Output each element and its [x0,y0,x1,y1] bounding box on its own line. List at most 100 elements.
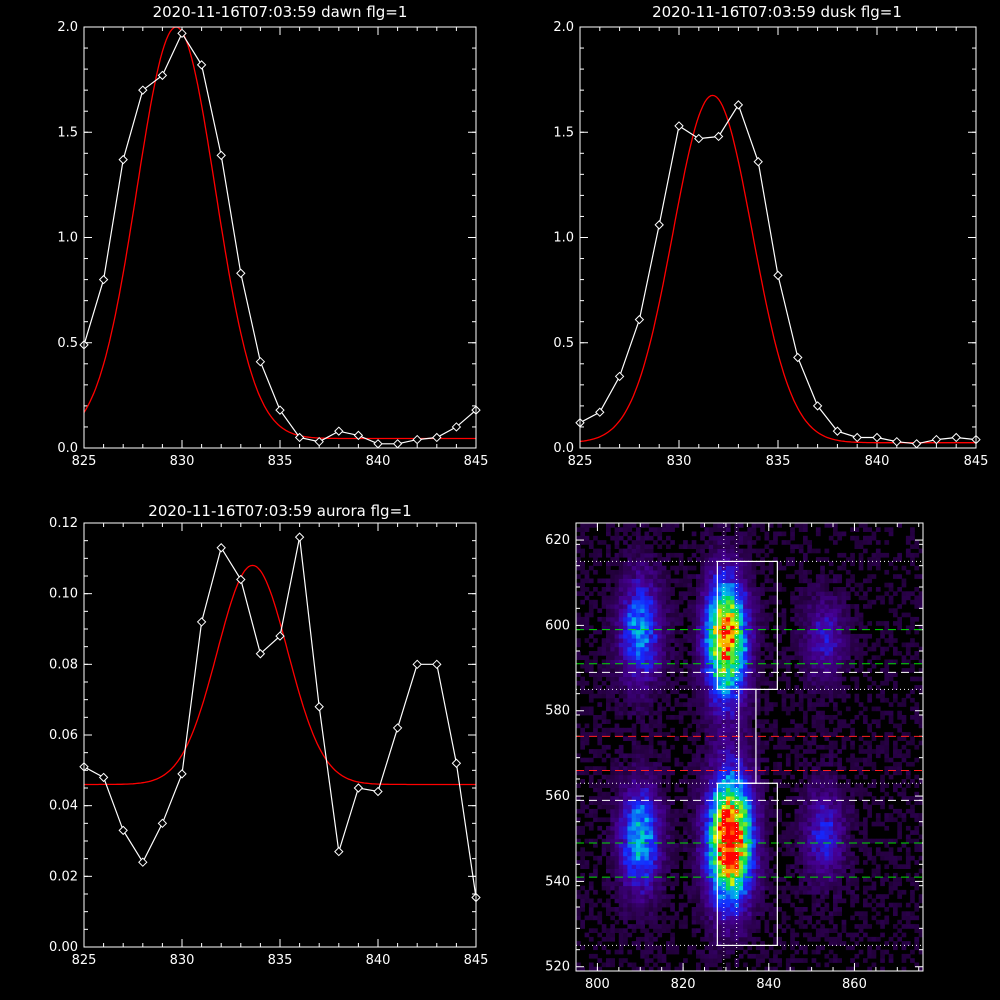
heatmap-cell [683,612,688,618]
heatmap-cell [618,830,624,835]
heatmap-cell [820,783,825,788]
heatmap-cell [743,715,748,720]
heatmap-cell [747,868,753,874]
heatmap-cell [627,864,633,869]
heatmap-cell [803,685,808,690]
heatmap-cell [721,732,727,737]
heatmap-cell [644,936,650,942]
heatmap-cell [631,702,637,707]
heatmap-cell [730,881,735,887]
heatmap-cell [777,783,782,788]
heatmap-cell [751,864,757,869]
heatmap-cell [696,612,701,618]
heatmap-cell [824,791,830,797]
heatmap-cell [730,779,735,784]
heatmap-cell [597,825,603,831]
heatmap-cell [696,770,701,776]
heatmap-cell [721,898,727,904]
heatmap-cell [670,663,675,669]
heatmap-cell [670,885,675,891]
heatmap-cell [815,847,821,852]
heatmap-cell [725,727,731,733]
heatmap-cell [640,565,645,571]
heatmap-cell [743,655,748,660]
heatmap-cell [743,808,748,814]
heatmap-cell [610,642,615,648]
heatmap-cell [623,697,628,703]
heatmap-cell [751,710,757,716]
heatmap-cell [764,834,770,840]
heatmap-cell [811,770,817,776]
heatmap-cell [751,774,757,780]
heatmap-cell [747,625,753,631]
heatmap-cell [708,565,714,571]
heatmap-cell [636,889,641,895]
heatmap-cell [576,817,581,823]
heatmap-cell [661,953,667,959]
heatmap-cell [640,851,645,857]
heatmap-cell [618,753,624,759]
heatmap-cell [781,889,787,895]
heatmap-cell [820,697,825,703]
heatmap-cell [687,796,693,801]
heatmap-cell [730,770,735,776]
heatmap-cell [623,855,628,861]
heatmap-cell [790,531,795,537]
heatmap-cell [798,574,804,579]
heatmap-cell [785,885,791,891]
heatmap-cell [820,808,825,814]
heatmap-cell [764,693,770,699]
heatmap-cell [653,587,658,592]
heatmap-cell [704,791,710,797]
heatmap-cell [734,860,740,865]
heatmap-cell [794,744,800,750]
heatmap-cell [734,672,740,677]
heatmap-cell [708,838,714,844]
heatmap-cell [803,949,808,955]
heatmap-cell [807,966,812,972]
heatmap-cell [721,595,727,601]
heatmap-cell [700,813,705,818]
heatmap-cell [708,902,714,908]
heatmap-cell [653,527,658,532]
heatmap-cell [606,599,611,605]
heatmap-cell [610,885,615,891]
heatmap-cell [631,855,637,861]
heatmap-cell [747,633,753,639]
heatmap-cell [661,885,667,891]
heatmap-cell [614,702,620,707]
heatmap-cell [623,591,628,596]
heatmap-cell [631,847,637,852]
heatmap-cell [734,907,740,912]
heatmap-cell [666,779,671,784]
heatmap-cell [738,578,744,584]
heatmap-cell [708,642,714,648]
heatmap-cell [708,689,714,695]
heatmap-cell [725,693,731,699]
heatmap-cell [713,821,718,827]
heatmap-cell [798,744,804,750]
heatmap-cell [725,565,731,571]
heatmap-cell [584,668,590,673]
heatmap-cell [747,552,753,558]
heatmap-cell [721,565,727,571]
heatmap-cell [691,757,697,763]
heatmap-cell [755,953,761,959]
heatmap-cell [623,817,628,823]
heatmap-cell [777,761,782,767]
heatmap-cell [648,851,654,857]
1-xtick-label: 845 [964,454,989,469]
heatmap-cell [811,860,817,865]
heatmap-cell [644,599,650,605]
heatmap-cell [606,625,611,631]
heatmap-cell [606,689,611,695]
heatmap-cell [713,924,718,929]
heatmap-cell [798,587,804,592]
heatmap-cell [584,821,590,827]
heatmap-cell [588,599,594,605]
heatmap-cell [610,847,615,852]
heatmap-cell [610,813,615,818]
heatmap-cell [584,625,590,631]
heatmap-cell [751,574,757,579]
heatmap-cell [588,774,594,780]
